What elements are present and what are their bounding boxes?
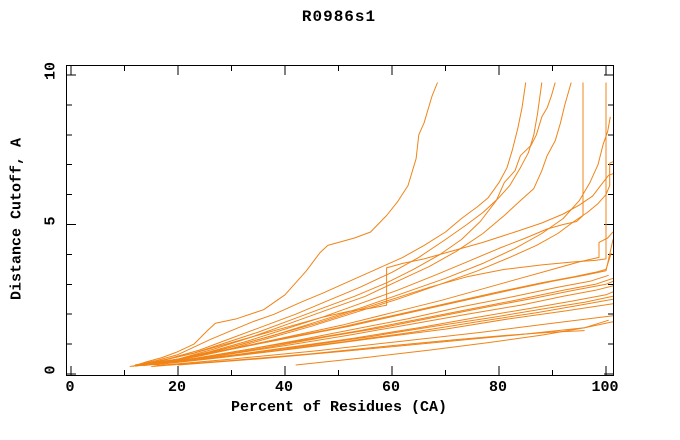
x-tick-label: 80 xyxy=(488,379,508,396)
x-tick-label: 40 xyxy=(274,379,294,396)
y-tick-label: 0 xyxy=(42,365,60,375)
y-tick-label: 10 xyxy=(42,61,60,81)
model-curve xyxy=(151,280,613,365)
model-curve xyxy=(156,315,613,367)
model-curve xyxy=(156,231,613,364)
plot-box xyxy=(66,65,614,376)
x-tick-label: 20 xyxy=(167,379,187,396)
model-curve xyxy=(295,319,609,366)
y-tick-label: 5 xyxy=(42,215,60,226)
model-curve xyxy=(135,82,527,366)
model-curve xyxy=(132,82,438,367)
model-curve xyxy=(153,303,613,366)
model-curve xyxy=(167,295,613,364)
x-axis-title: Percent of Residues (CA) xyxy=(230,399,448,416)
x-tick-label: 0 xyxy=(65,379,75,396)
model-curve xyxy=(140,82,543,366)
model-curve xyxy=(140,82,584,367)
x-tick-label: 100 xyxy=(591,379,619,396)
model-curve xyxy=(129,252,612,367)
model-curve xyxy=(137,82,556,367)
model-curve xyxy=(145,161,613,366)
model-curve xyxy=(151,330,585,367)
model-curve xyxy=(145,82,572,366)
model-curve xyxy=(156,285,613,365)
plot-area xyxy=(67,66,613,375)
y-axis-title-text: Distance Cutoff, A xyxy=(8,137,26,301)
model-curve xyxy=(151,116,611,365)
model-curve xyxy=(135,173,613,367)
chart-title: R0986s1 xyxy=(301,8,377,26)
model-curve xyxy=(135,239,613,366)
model-curve xyxy=(145,277,613,366)
x-tick-label: 60 xyxy=(381,379,401,396)
